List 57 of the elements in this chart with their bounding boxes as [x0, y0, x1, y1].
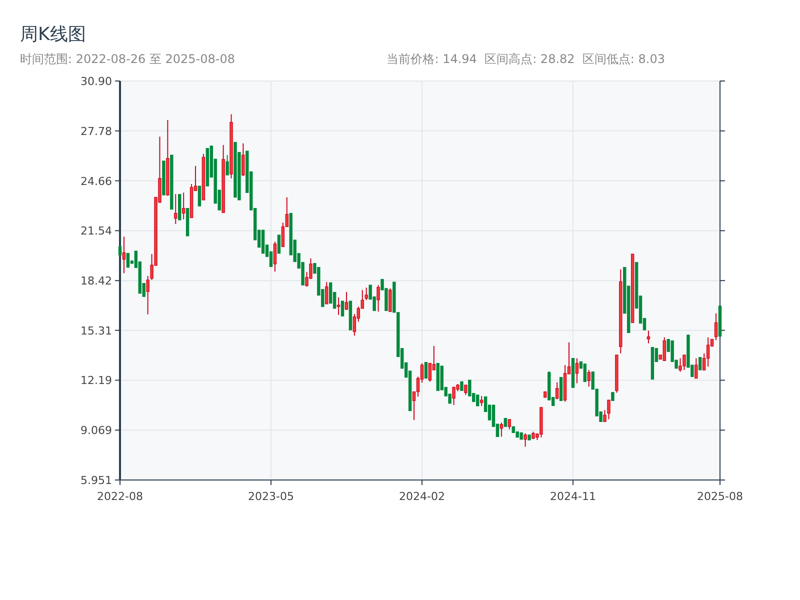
candlestick	[464, 384, 468, 396]
candlestick	[340, 300, 344, 317]
candlestick	[476, 394, 480, 406]
candlestick	[226, 154, 229, 176]
candlestick	[277, 234, 281, 254]
candlestick	[678, 358, 682, 372]
candlestick	[607, 400, 610, 420]
candlestick	[575, 358, 579, 384]
candlestick	[174, 194, 178, 224]
candlestick	[122, 236, 126, 274]
candlestick	[424, 362, 428, 379]
candlestick	[198, 186, 202, 207]
candlestick	[694, 358, 698, 379]
candlestick	[364, 287, 368, 301]
candlestick	[344, 291, 348, 311]
y-tick-label: 5.951	[80, 474, 112, 487]
candlestick	[325, 282, 328, 304]
candlestick	[376, 284, 380, 312]
candlestick	[500, 422, 504, 438]
candlestick	[261, 230, 265, 254]
x-tick-label: 2023-05	[248, 490, 294, 503]
x-tick-label: 2024-11	[550, 490, 596, 503]
candlestick	[698, 357, 702, 370]
candlestick	[336, 296, 340, 316]
candlestick	[480, 396, 484, 406]
y-tick-label: 24.66	[80, 174, 112, 188]
candlestick	[428, 362, 432, 382]
candlestick	[682, 354, 686, 370]
candlestick	[524, 432, 527, 448]
candlestick	[118, 245, 122, 256]
chart-title: 周K线图	[20, 24, 86, 45]
y-tick-label: 18.42	[80, 274, 112, 288]
y-tick-label: 9.069	[80, 424, 112, 438]
candlestick	[714, 312, 718, 341]
chart-subtitle: 时间范围: 2022-08-26 至 2025-08-08	[20, 52, 235, 66]
x-tick-label: 2024-02	[399, 490, 445, 503]
candlestick	[242, 142, 245, 176]
candlestick	[583, 363, 586, 382]
candlestick	[559, 377, 563, 401]
candlestick	[508, 418, 512, 430]
y-tick-label: 21.54	[80, 224, 112, 238]
y-tick-label: 30.90	[80, 75, 112, 88]
y-tick-label: 15.31	[80, 324, 112, 338]
candlestick	[273, 241, 277, 272]
candlestick	[452, 386, 456, 406]
text: 当前价格: 14.94 区间高点: 28.82 区间低点: 8.03	[386, 52, 665, 66]
candlestick	[587, 369, 590, 388]
candlestick	[182, 192, 186, 220]
candlestick	[662, 336, 666, 362]
candlestick	[388, 288, 392, 312]
y-tick-label: 27.78	[80, 124, 112, 138]
candlestick	[555, 382, 559, 400]
candlestick	[706, 336, 710, 368]
x-tick-label: 2022-08	[97, 490, 143, 503]
candlestick	[646, 330, 650, 344]
y-tick-label: 12.19	[80, 374, 112, 388]
x-tick-label: 2025-08	[697, 490, 743, 503]
